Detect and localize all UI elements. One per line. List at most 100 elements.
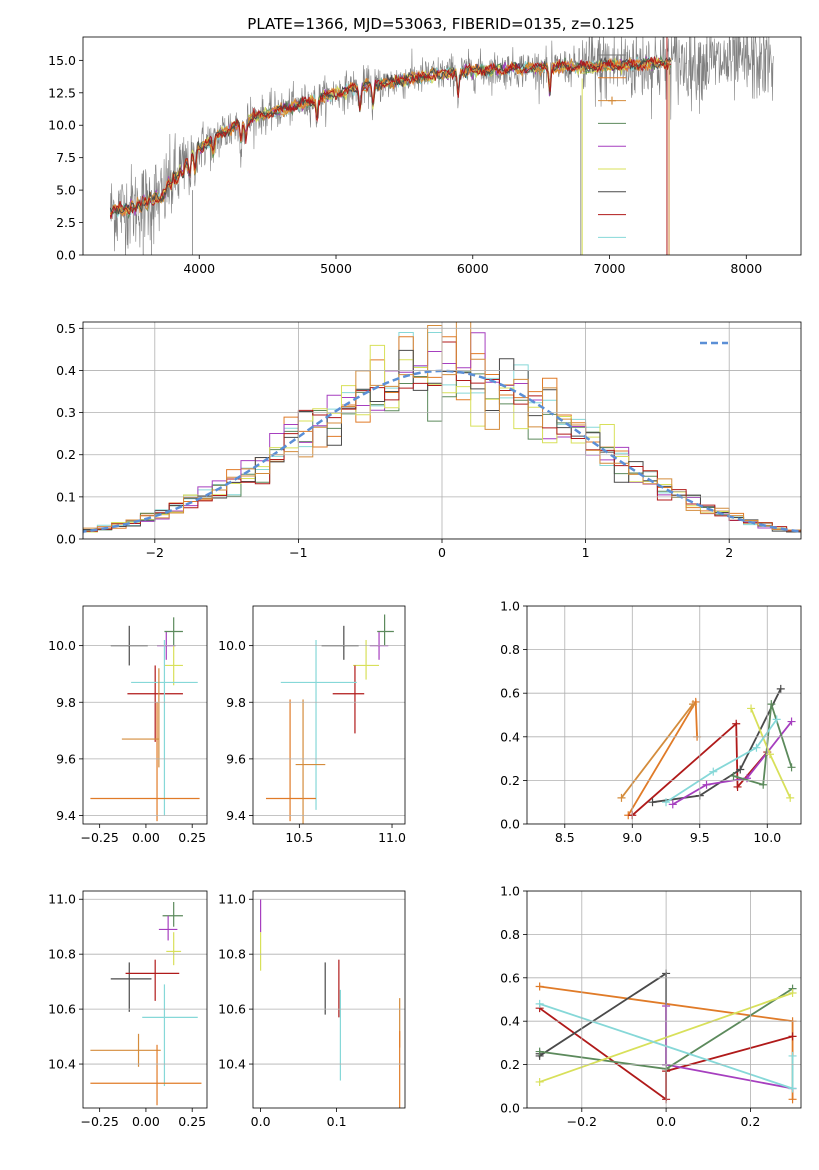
y-tick-label: 12.5 bbox=[48, 85, 76, 100]
y-tick-label: 1.0 bbox=[500, 884, 520, 899]
axes-frame bbox=[252, 605, 406, 825]
weight-marker bbox=[535, 1077, 544, 1086]
weight-series-line bbox=[538, 654, 738, 822]
figure-title: PLATE=1366, MJD=53063, FIBERID=0135, z=0… bbox=[247, 15, 634, 33]
model-spectrum-line bbox=[109, 55, 672, 219]
x-tick-label: 1 bbox=[582, 545, 590, 560]
x-tick-label: −1 bbox=[289, 545, 307, 560]
y-tick-label: 10.6 bbox=[218, 1002, 246, 1017]
weight-marker bbox=[752, 743, 761, 752]
y-tick-label: 10.6 bbox=[48, 1002, 76, 1017]
y-tick-label: 2.5 bbox=[56, 215, 76, 230]
weight-marker bbox=[535, 1047, 544, 1056]
plot-area-spectrum bbox=[109, 37, 774, 255]
x-tick-label: −0.2 bbox=[567, 1114, 597, 1129]
weight-marker bbox=[788, 1095, 797, 1104]
data-spectrum-line bbox=[110, 37, 774, 255]
weight-marker bbox=[788, 1051, 797, 1060]
y-tick-label: 9.8 bbox=[226, 695, 246, 710]
weight-marker bbox=[786, 793, 795, 802]
weight-marker bbox=[772, 715, 781, 724]
weight-marker bbox=[734, 650, 742, 658]
x-tick-label: 8.5 bbox=[555, 830, 575, 845]
panel-mass_vs_Z: −0.25 0.00 0.25 10.4 10.6 10.8 11.0 bbox=[48, 890, 208, 1129]
y-tick-label: 0.2 bbox=[56, 447, 76, 462]
y-tick-label: 7.5 bbox=[56, 150, 76, 165]
weight-series-line bbox=[620, 703, 694, 799]
x-tick-label: 0.1 bbox=[327, 1114, 347, 1129]
weight-marker bbox=[787, 763, 796, 772]
y-tick-label: 0.0 bbox=[56, 532, 76, 547]
weight-series-line bbox=[733, 703, 793, 786]
weight-series-line bbox=[672, 720, 793, 806]
y-tick-label: 0.0 bbox=[56, 248, 76, 263]
y-tick-label: 10.4 bbox=[218, 1057, 246, 1072]
y-tick-label: 10.0 bbox=[48, 638, 76, 653]
axes-frame bbox=[82, 890, 208, 1109]
y-tick-label: 10.8 bbox=[218, 947, 246, 962]
plot-area-mass_vs_Z bbox=[83, 898, 207, 1106]
axes-frame bbox=[252, 890, 406, 1109]
y-tick-label: 9.6 bbox=[226, 751, 246, 766]
x-tick-label: 7000 bbox=[594, 261, 626, 276]
x-tick-label: −0.25 bbox=[81, 1114, 119, 1129]
x-tick-label: 4000 bbox=[183, 261, 215, 276]
x-tick-label: 2 bbox=[725, 545, 733, 560]
x-tick-label: 0.25 bbox=[178, 1114, 206, 1129]
x-tick-label: 0.00 bbox=[132, 1114, 160, 1129]
y-tick-label: 15.0 bbox=[48, 53, 76, 68]
y-tick-label: 0.4 bbox=[500, 1014, 520, 1029]
y-tick-label: 9.6 bbox=[56, 751, 76, 766]
x-tick-label: −0.25 bbox=[81, 830, 119, 845]
panel-age_vs_mass: 10.5 11.0 9.4 9.6 9.8 10.0 bbox=[218, 605, 406, 845]
x-tick-label: −2 bbox=[146, 545, 164, 560]
y-tick-label: 0.2 bbox=[500, 773, 520, 788]
weight-marker bbox=[787, 717, 796, 726]
y-tick-label: 10.8 bbox=[48, 947, 76, 962]
axes-frame bbox=[82, 321, 802, 540]
panel-spectrum: 4000 5000 6000 7000 8000 0.0 2.5 5.0 7.5 10.0 12.5… bbox=[48, 36, 802, 276]
y-tick-label: 0.6 bbox=[500, 970, 520, 985]
plot-area-age_vs_Z bbox=[83, 617, 207, 822]
y-tick-label: 0.8 bbox=[500, 642, 520, 657]
y-tick-label: 0.1 bbox=[56, 489, 76, 504]
y-tick-label: 11.0 bbox=[218, 892, 246, 907]
weight-marker bbox=[747, 704, 756, 713]
panel-residuals: −2 −1 0 1 2 0.0 0.1 0.2 0.3 0.4 0.5 bbox=[56, 321, 802, 560]
y-tick-label: 1.0 bbox=[500, 599, 520, 614]
y-tick-label: 10.0 bbox=[218, 638, 246, 653]
weight-marker bbox=[536, 1102, 544, 1110]
model-spectrum-line bbox=[109, 57, 672, 215]
weight-marker bbox=[788, 988, 797, 997]
x-tick-label: 11.0 bbox=[378, 830, 406, 845]
x-tick-label: 8000 bbox=[730, 261, 762, 276]
x-tick-label: 10.0 bbox=[753, 830, 781, 845]
y-tick-label: 0.0 bbox=[500, 1101, 520, 1116]
weight-marker bbox=[788, 1032, 797, 1041]
weight-marker bbox=[702, 780, 711, 789]
axes-frame bbox=[82, 605, 208, 825]
y-tick-label: 0.4 bbox=[56, 363, 76, 378]
plot-area-age_vs_mass bbox=[253, 614, 405, 824]
weight-marker bbox=[733, 782, 742, 791]
plot-area-mass_vs_ebv bbox=[253, 898, 405, 1108]
x-tick-label: 0 bbox=[438, 545, 446, 560]
weight-marker bbox=[668, 800, 677, 809]
y-tick-label: 10.0 bbox=[48, 118, 76, 133]
plot-area-residuals bbox=[83, 322, 801, 539]
weight-marker bbox=[534, 818, 542, 826]
y-tick-label: 11.0 bbox=[48, 892, 76, 907]
weight-marker bbox=[776, 684, 785, 693]
y-tick-label: 0.3 bbox=[56, 405, 76, 420]
weight-marker bbox=[689, 700, 698, 709]
panel-mass_weight_vs_age: 8.5 9.0 9.5 10.0 0.0 0.2 0.4 0.6 0.8 1.0 bbox=[500, 599, 802, 845]
weight-marker bbox=[729, 772, 738, 781]
weight-series-line bbox=[750, 708, 792, 799]
weight-marker bbox=[759, 780, 768, 789]
weight-marker bbox=[648, 798, 657, 807]
plot-area-mass_weight_vs_Z bbox=[527, 891, 801, 1110]
axes-frame bbox=[526, 605, 802, 825]
weight-series-line bbox=[665, 718, 778, 803]
y-tick-label: 9.4 bbox=[56, 808, 76, 823]
